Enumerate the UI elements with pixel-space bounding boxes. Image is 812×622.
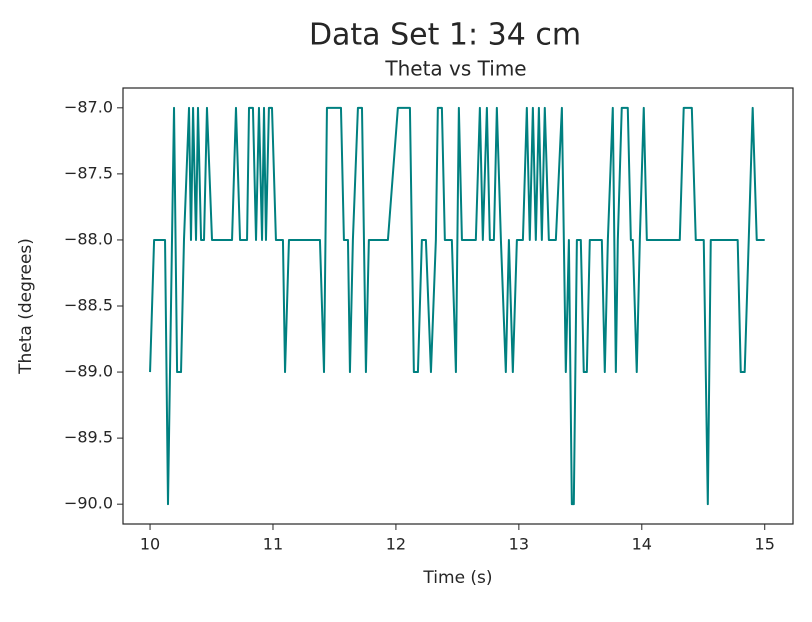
y-tick-label: −89.0 [64, 362, 113, 381]
chart-title: Data Set 1: 34 cm [309, 18, 581, 53]
x-tick-label: 12 [386, 535, 406, 554]
y-axis-label: Theta (degrees) [16, 238, 36, 375]
x-axis-label: Time (s) [422, 568, 492, 588]
data-line [149, 106, 765, 506]
y-tick-label: −88.0 [64, 229, 113, 248]
y-tick-label: −87.5 [64, 163, 113, 182]
y-tick-label: −87.0 [64, 97, 113, 116]
chart-subtitle: Theta vs Time [384, 57, 526, 81]
x-tick-label: 15 [755, 535, 775, 554]
x-tick-label: 14 [632, 535, 652, 554]
y-tick-label: −89.5 [64, 428, 113, 447]
x-tick-label: 11 [263, 535, 283, 554]
y-tick-label: −88.5 [64, 296, 113, 315]
x-tick-label: 13 [509, 535, 529, 554]
plot-frame [122, 87, 794, 525]
x-tick-label: 10 [140, 535, 160, 554]
y-tick-label: −90.0 [64, 494, 113, 513]
